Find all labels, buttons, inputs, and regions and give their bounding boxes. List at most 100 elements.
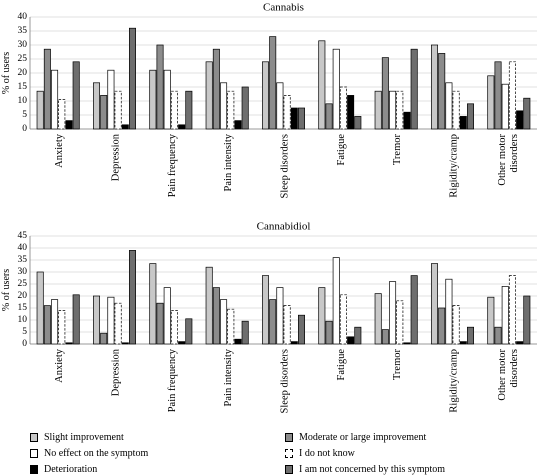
bar-moderate-or-large-improvement-pain-intensity [212,287,220,345]
bar-i-am-not-concerned-by-this-symptom-sleep-disorders [298,107,306,130]
bar-i-am-not-concerned-by-this-symptom-other-motor-disorders [523,295,531,345]
bar-moderate-or-large-improvement-depression [100,95,108,130]
bar-i-do-not-know-anxiety [58,310,66,345]
bar-slight-improvement-depression [92,82,100,130]
y-tick-label: 5 [22,110,27,120]
bar-no-effect-on-the-symptom-other-motor-disorders [501,83,509,130]
x-tick-label: Depression [111,133,122,181]
bar-deterioration-depression [121,342,129,345]
bar-i-do-not-know-anxiety [58,99,66,130]
figure: Cannabis % of users 0 5 10 15 20 25 30 35 40 Anxiet… [1,2,537,413]
y-tick-label: 5 [22,327,27,337]
bar-i-do-not-know-pain-intensity [227,308,235,345]
bar-moderate-or-large-improvement-rigidity-cramp [438,53,446,130]
bar-no-effect-on-the-symptom-rigidity-cramp [445,278,453,345]
bar-moderate-or-large-improvement-tremor [381,329,389,345]
y-tick-label: 40 [18,243,28,253]
bar-i-do-not-know-sleep-disorders [283,305,291,345]
x-tick-label: Tremor [392,349,403,381]
bar-i-do-not-know-fatigue [339,86,347,130]
bar-slight-improvement-pain-frequency [149,69,157,130]
y-tick-label: 15 [18,303,28,313]
bar-slight-improvement-fatigue [318,287,326,345]
bar-i-am-not-concerned-by-this-symptom-fatigue [354,116,362,130]
chart-cannabidiol: Cannabidiol % of users 0 5 10 15 20 25 30 35 40 45 A… [1,221,537,413]
bar-deterioration-tremor [403,342,411,345]
bar-moderate-or-large-improvement-anxiety [43,48,51,130]
bar-deterioration-tremor [403,111,411,130]
bar-slight-improvement-tremor [374,293,382,345]
bar-deterioration-fatigue [347,336,355,345]
bar-deterioration-pain-frequency [178,124,186,130]
y-axis-label: % of users [1,269,12,311]
legend-item-do-not-know: I do not know [285,448,355,459]
y-tick-label: 20 [18,68,28,78]
bar-moderate-or-large-improvement-depression [100,332,108,345]
bar-i-am-not-concerned-by-this-symptom-pain-intensity [241,320,249,345]
legend-swatch [30,449,38,458]
bar-no-effect-on-the-symptom-depression [107,69,115,130]
bar-i-am-not-concerned-by-this-symptom-tremor [410,275,418,345]
bar-moderate-or-large-improvement-sleep-disorders [269,36,277,130]
legend-item-no-effect: No effect on the symptom [30,448,148,459]
legend-swatch [30,433,38,442]
y-tick-label: 30 [18,40,28,50]
y-tick-label: 35 [18,26,28,36]
bar-i-am-not-concerned-by-this-symptom-rigidity-cramp [467,103,475,130]
bar-i-am-not-concerned-by-this-symptom-fatigue [354,326,362,345]
bar-i-do-not-know-tremor [396,300,404,345]
y-tick-label: 15 [18,82,28,92]
bar-i-am-not-concerned-by-this-symptom-pain-frequency [185,90,193,130]
bar-deterioration-other-motor-disorders [516,341,524,345]
bar-no-effect-on-the-symptom-sleep-disorders [276,287,284,345]
y-tick-label: 25 [18,279,28,289]
bar-deterioration-fatigue [347,95,355,130]
bar-i-do-not-know-sleep-disorders [283,95,291,130]
x-tick-label: Tremor [392,134,403,166]
legend-item-slight-improvement: Slight improvement [30,432,124,443]
y-tick-label: 35 [18,255,28,265]
legend-swatch [285,449,293,458]
bar-moderate-or-large-improvement-anxiety [43,305,51,345]
bar-i-am-not-concerned-by-this-symptom-depression [129,250,137,345]
bar-slight-improvement-pain-intensity [205,266,213,345]
legend-label: I am not concerned by this symptom [299,464,446,475]
legend-label: I do not know [299,448,355,459]
bar-deterioration-other-motor-disorders [516,110,524,130]
y-tick-label: 10 [18,96,28,106]
bar-moderate-or-large-improvement-fatigue [325,103,333,130]
bar-i-do-not-know-depression [114,302,122,345]
bar-deterioration-pain-frequency [178,341,186,345]
bar-i-do-not-know-pain-intensity [227,90,235,130]
bar-moderate-or-large-improvement-pain-frequency [156,302,164,345]
bar-slight-improvement-depression [92,295,100,345]
legend-label: Deterioration [44,464,98,475]
legend-swatch [285,433,293,442]
bar-i-do-not-know-rigidity-cramp [452,90,460,130]
bar-deterioration-rigidity-cramp [459,341,467,345]
bar-i-do-not-know-pain-frequency [170,310,178,345]
y-tick-label: 40 [18,12,28,22]
bar-i-am-not-concerned-by-this-symptom-depression [129,27,137,130]
bar-slight-improvement-anxiety [36,90,44,130]
bar-no-effect-on-the-symptom-other-motor-disorders [501,286,509,345]
bar-no-effect-on-the-symptom-sleep-disorders [276,82,284,130]
bar-no-effect-on-the-symptom-pain-intensity [220,82,228,130]
bar-no-effect-on-the-symptom-tremor [389,281,397,345]
y-axis-label: % of users [1,52,12,94]
bar-moderate-or-large-improvement-fatigue [325,320,333,345]
bar-i-am-not-concerned-by-this-symptom-anxiety [72,294,80,345]
bar-deterioration-sleep-disorders [290,341,298,345]
bar-no-effect-on-the-symptom-anxiety [51,69,59,130]
bar-moderate-or-large-improvement-tremor [381,57,389,130]
x-tick-label: Sleep disorders [280,349,291,413]
bar-moderate-or-large-improvement-other-motor-disorders [494,326,502,345]
bar-slight-improvement-other-motor-disorders [487,75,495,130]
x-tick-label: Sleep disorders [280,134,291,198]
legend-item-moderate-improvement: Moderate or large improvement [285,432,426,443]
bar-no-effect-on-the-symptom-rigidity-cramp [445,82,453,130]
bar-i-do-not-know-rigidity-cramp [452,305,460,345]
bar-slight-improvement-rigidity-cramp [431,44,439,130]
legend-swatch [285,465,293,474]
bar-deterioration-sleep-disorders [290,107,298,130]
